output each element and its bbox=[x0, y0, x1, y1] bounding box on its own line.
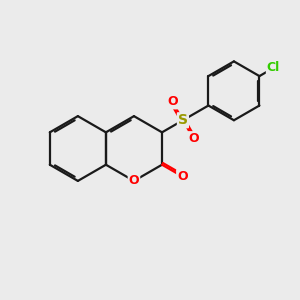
Text: O: O bbox=[167, 95, 178, 108]
Text: O: O bbox=[177, 170, 188, 183]
Text: O: O bbox=[129, 174, 139, 188]
Text: O: O bbox=[188, 132, 199, 145]
Text: Cl: Cl bbox=[267, 61, 280, 74]
Text: S: S bbox=[178, 113, 188, 127]
